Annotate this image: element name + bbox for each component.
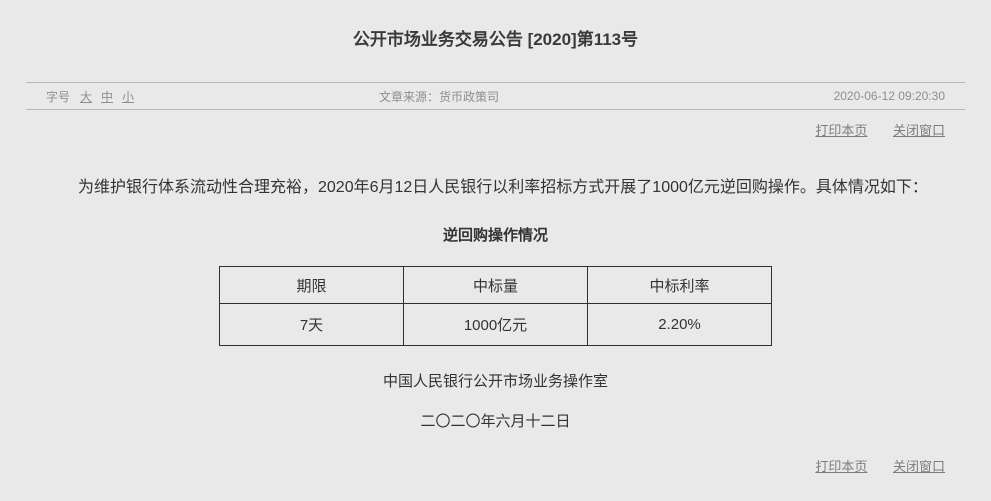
top-action-links: 打印本页 关闭窗口 bbox=[46, 123, 945, 139]
header-cell-volume: 中标量 bbox=[403, 266, 588, 304]
print-page-link-bottom[interactable]: 打印本页 bbox=[815, 459, 868, 474]
announcement-paragraph: 为维护银行体系流动性合理充裕，2020年6月12日人民银行以利率招标方式开展了1… bbox=[78, 179, 928, 196]
header-cell-term: 期限 bbox=[219, 266, 404, 304]
font-size-small-link[interactable]: 小 bbox=[122, 89, 135, 104]
repo-operation-table: 期限 中标量 中标利率 7天 1000亿元 2.20% bbox=[219, 266, 772, 346]
article-source: 文章来源：货币政策司 bbox=[379, 88, 834, 105]
meta-bar: 字号 大 中 小 文章来源：货币政策司 2020-06-12 09:20:30 bbox=[26, 82, 965, 110]
close-window-link[interactable]: 关闭窗口 bbox=[892, 123, 945, 138]
article-source-label: 文章来源： bbox=[379, 89, 440, 104]
font-size-label: 字号 bbox=[46, 89, 71, 104]
cell-term: 7天 bbox=[219, 303, 404, 346]
header-cell-rate: 中标利率 bbox=[587, 266, 772, 304]
table-caption: 逆回购操作情况 bbox=[442, 227, 548, 244]
bottom-action-links: 打印本页 关闭窗口 bbox=[46, 459, 945, 475]
signature: 中国人民银行公开市场业务操作室 bbox=[382, 373, 608, 390]
publish-timestamp: 2020-06-12 09:20:30 bbox=[833, 89, 945, 103]
font-size-medium-link[interactable]: 中 bbox=[101, 89, 114, 104]
article-source-value: 货币政策司 bbox=[439, 89, 500, 104]
print-page-link[interactable]: 打印本页 bbox=[815, 123, 868, 138]
font-size-controls: 字号 大 中 小 bbox=[46, 88, 379, 105]
cell-volume: 1000亿元 bbox=[403, 303, 588, 346]
cell-rate: 2.20% bbox=[587, 303, 772, 346]
table-header-row: 期限 中标量 中标利率 bbox=[219, 266, 772, 304]
font-size-large-link[interactable]: 大 bbox=[80, 89, 93, 104]
page-title: 公开市场业务交易公告 [2020]第113号 bbox=[352, 30, 639, 49]
table-row: 7天 1000亿元 2.20% bbox=[219, 303, 772, 346]
close-window-link-bottom[interactable]: 关闭窗口 bbox=[892, 459, 945, 474]
announcement-date: 二〇二〇年六月十二日 bbox=[420, 413, 571, 430]
